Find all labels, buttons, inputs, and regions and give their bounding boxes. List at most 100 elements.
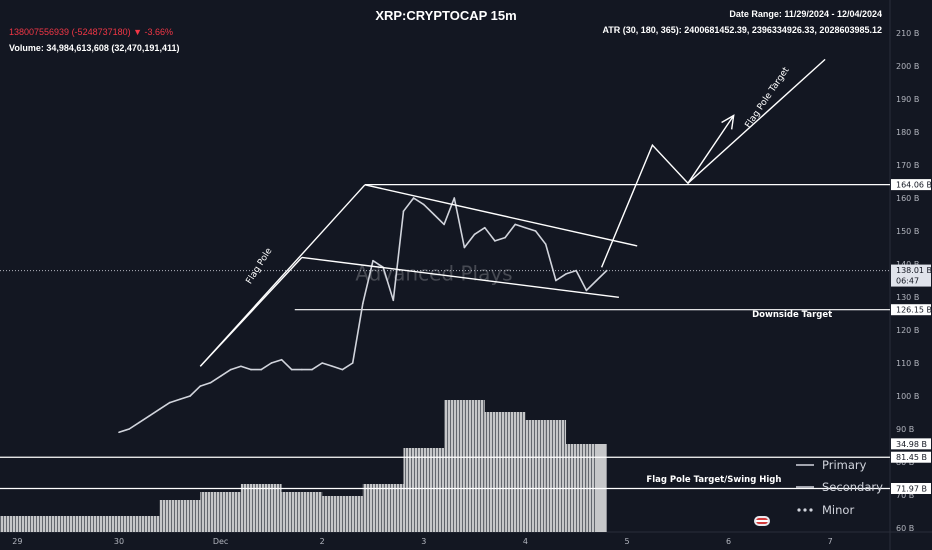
price-point [311, 368, 313, 371]
price-point [189, 395, 191, 397]
annotation-label: Downside Target [752, 310, 832, 320]
volume-bar [505, 412, 526, 532]
price-change-text: 138007556939 (-5248737180) ▼ -3.66% [9, 27, 174, 37]
price-point [392, 299, 395, 302]
price-label-box [891, 264, 931, 287]
price-point [260, 368, 263, 371]
volume-bar [423, 448, 445, 532]
legend-label: Primary [822, 458, 867, 472]
volume-bar [220, 492, 241, 532]
volume-bars [0, 400, 607, 532]
price-point [494, 240, 496, 242]
x-tick-label: 5 [624, 537, 629, 546]
date-range-text: Date Range: 11/29/2024 - 12/04/2024 [729, 9, 882, 19]
annotation-label: Flag Pole Target/Swing High [646, 475, 781, 485]
price-series-line[interactable] [118, 197, 608, 434]
price-point [250, 368, 252, 371]
projection-path[interactable] [600, 115, 735, 268]
legend-label: Secondary [822, 480, 883, 494]
price-label-text: 71.97 B [896, 484, 927, 493]
x-axis-ticks: 29 30 Dec 2 3 4 5 6 7 [12, 537, 832, 546]
flag-lower-line[interactable] [301, 256, 619, 298]
price-point [362, 302, 364, 305]
legend-dot-icon [803, 508, 807, 512]
price-point [443, 223, 445, 226]
price-label-box [891, 451, 931, 463]
y-tick-label: 210 B [896, 29, 919, 38]
y-tick-label: 60 B [896, 524, 914, 533]
x-tick-label: 6 [726, 537, 731, 546]
price-label-text: 81.45 B [896, 453, 927, 462]
price-label-box [891, 179, 931, 191]
y-tick-label: 170 B [896, 161, 919, 170]
price-point [504, 236, 506, 239]
price-point [514, 223, 517, 226]
y-tick-label: 70 B [896, 491, 914, 500]
volume-bar [301, 492, 323, 532]
volume-bar [179, 500, 201, 532]
price-point [423, 203, 425, 206]
volume-bar [383, 484, 404, 532]
y-tick-label: 140 B [896, 260, 919, 269]
y-tick-label: 200 B [896, 62, 919, 71]
projection-arrowhead [721, 114, 735, 130]
price-point [534, 230, 537, 232]
y-tick-label: 160 B [896, 194, 919, 203]
volume-bar [342, 496, 363, 532]
price-point [473, 233, 476, 236]
volume-bar [444, 400, 465, 532]
price-point [290, 368, 293, 371]
price-point [270, 362, 273, 364]
price-point [229, 368, 232, 371]
chart-legend: Primary Secondary Minor [796, 458, 883, 517]
volume-bar [0, 516, 140, 532]
flagpole-left-line[interactable] [199, 256, 303, 367]
volume-text: Volume: 34,984,613,608 (32,470,191,411) [9, 43, 180, 53]
price-point [158, 408, 161, 411]
price-point [372, 259, 374, 262]
volume-bar [545, 420, 567, 532]
price-point [199, 385, 202, 387]
flag-upper-line[interactable] [364, 184, 638, 247]
price-label-text: 138.01 B [896, 266, 932, 275]
price-label-text: 126.15 B [896, 306, 932, 315]
price-point [575, 269, 577, 272]
price-label-text: 34.98 B [896, 440, 927, 449]
y-tick-label: 150 B [896, 227, 919, 236]
price-point [412, 197, 415, 199]
price-label-box [891, 438, 931, 450]
price-point [524, 226, 527, 229]
price-point [483, 226, 486, 229]
price-label-text: 164.06 B [896, 181, 932, 190]
x-tick-label: 30 [114, 537, 124, 546]
price-point [463, 246, 466, 249]
volume-bar [261, 484, 282, 532]
price-point [433, 213, 435, 216]
y-tick-label: 130 B [896, 293, 919, 302]
volume-bar [159, 500, 180, 532]
x-tick-label: 3 [421, 537, 426, 546]
flag-pole-target-line[interactable] [687, 58, 826, 184]
price-label-box [891, 482, 931, 494]
x-tick-label: 2 [320, 537, 325, 546]
y-tick-label: 120 B [896, 326, 919, 335]
volume-bar [200, 492, 221, 532]
price-point [605, 269, 608, 272]
flag-icon [754, 516, 770, 526]
volume-bar [403, 448, 424, 532]
price-point [169, 401, 171, 404]
volume-bar [240, 484, 262, 532]
volume-bar [464, 400, 485, 532]
price-point [301, 368, 303, 371]
legend-label: Minor [822, 503, 854, 517]
price-point [179, 398, 181, 401]
price-point [351, 362, 354, 364]
price-point [280, 358, 283, 361]
price-point [128, 428, 130, 430]
price-point [209, 382, 212, 384]
x-tick-label: 7 [828, 537, 833, 546]
price-point [585, 289, 588, 292]
price-point [341, 368, 344, 371]
legend-dot-icon [797, 508, 801, 512]
